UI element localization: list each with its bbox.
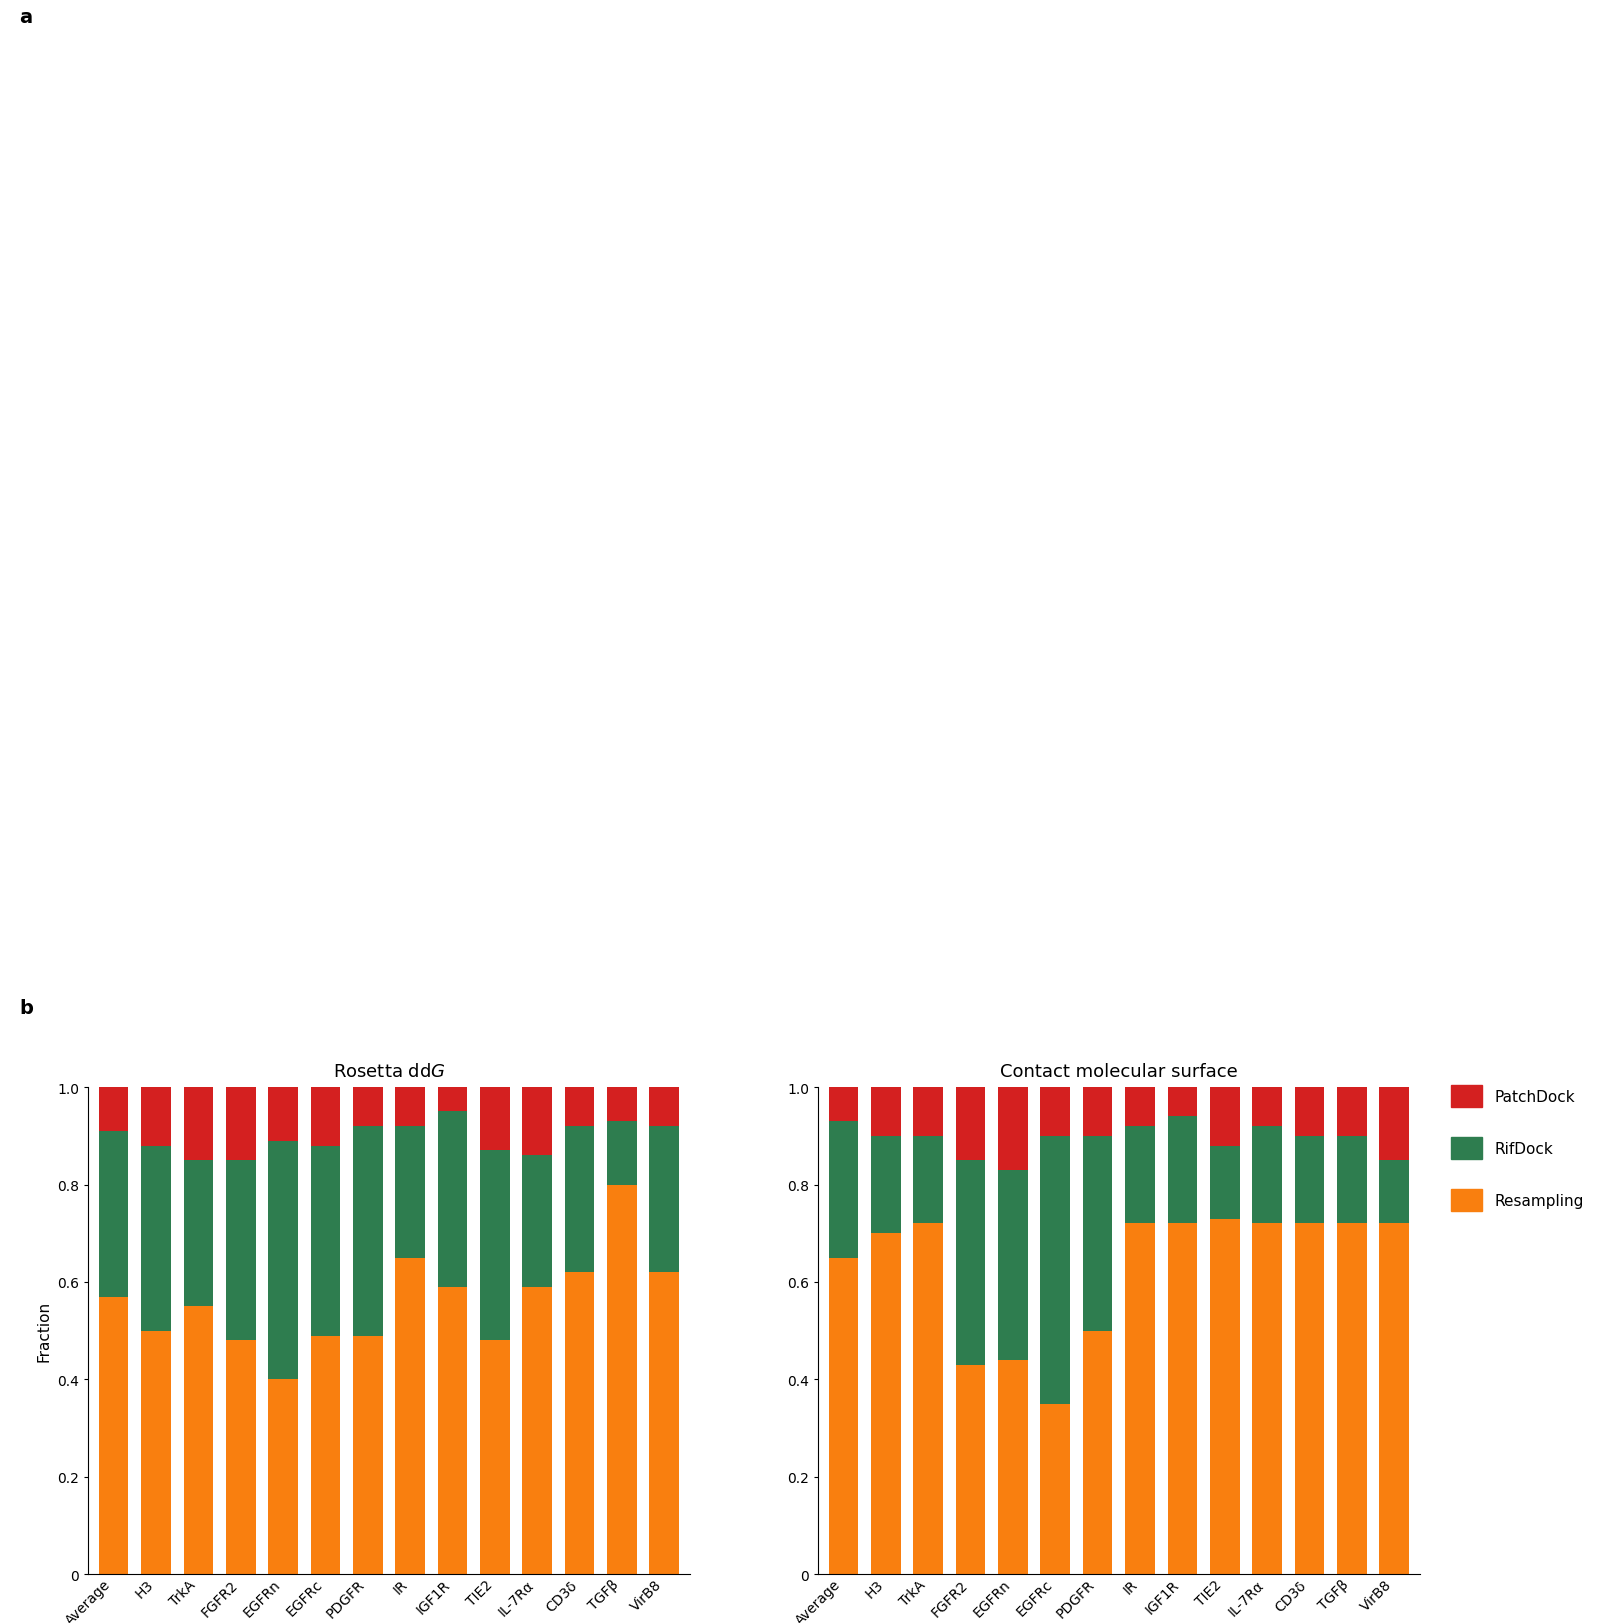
Bar: [998, 1170, 1028, 1360]
Bar: [829, 1258, 858, 1574]
Bar: [1083, 1087, 1113, 1136]
Bar: [1209, 1146, 1240, 1219]
Bar: [608, 1087, 637, 1121]
Bar: [141, 1087, 170, 1146]
Bar: [650, 1126, 678, 1272]
Bar: [353, 1087, 383, 1126]
Bar: [523, 1156, 552, 1287]
Bar: [829, 1087, 858, 1121]
Bar: [1253, 1087, 1282, 1126]
Bar: [565, 1272, 595, 1574]
Text: a: a: [19, 8, 32, 28]
Bar: [956, 1087, 985, 1160]
Bar: [1124, 1087, 1155, 1126]
Bar: [226, 1160, 255, 1341]
Bar: [1041, 1087, 1070, 1136]
Bar: [395, 1258, 425, 1574]
Bar: [956, 1160, 985, 1365]
Bar: [523, 1087, 552, 1156]
Bar: [1253, 1126, 1282, 1224]
Bar: [353, 1126, 383, 1336]
Bar: [438, 1087, 467, 1112]
Bar: [141, 1331, 170, 1574]
Bar: [183, 1160, 213, 1307]
Bar: [99, 1131, 128, 1297]
Bar: [1041, 1404, 1070, 1574]
Bar: [913, 1087, 943, 1136]
Bar: [226, 1087, 255, 1160]
Bar: [1209, 1219, 1240, 1574]
Bar: [311, 1336, 340, 1574]
Bar: [829, 1121, 858, 1258]
Bar: [871, 1136, 900, 1233]
Bar: [1338, 1136, 1367, 1224]
Bar: [226, 1341, 255, 1574]
Bar: [1083, 1136, 1113, 1331]
Bar: [480, 1341, 510, 1574]
Bar: [99, 1087, 128, 1131]
Title: Contact molecular surface: Contact molecular surface: [999, 1063, 1238, 1081]
Text: b: b: [19, 998, 34, 1018]
Bar: [1338, 1087, 1367, 1136]
Bar: [1168, 1117, 1197, 1224]
Bar: [871, 1087, 900, 1136]
Bar: [998, 1087, 1028, 1170]
Y-axis label: Fraction: Fraction: [37, 1300, 51, 1362]
Bar: [311, 1146, 340, 1336]
Bar: [565, 1087, 595, 1126]
Bar: [268, 1087, 298, 1141]
Bar: [141, 1146, 170, 1331]
Bar: [1294, 1087, 1325, 1136]
Bar: [1379, 1160, 1408, 1224]
Bar: [650, 1087, 678, 1126]
Bar: [183, 1307, 213, 1574]
Bar: [438, 1287, 467, 1574]
Bar: [565, 1126, 595, 1272]
Bar: [1379, 1087, 1408, 1160]
Bar: [183, 1087, 213, 1160]
Bar: [956, 1365, 985, 1574]
Bar: [480, 1087, 510, 1151]
Bar: [1083, 1331, 1113, 1574]
Bar: [608, 1185, 637, 1574]
Bar: [395, 1087, 425, 1126]
Bar: [913, 1224, 943, 1574]
Bar: [268, 1380, 298, 1574]
Bar: [871, 1233, 900, 1574]
Bar: [608, 1121, 637, 1185]
Bar: [913, 1136, 943, 1224]
Bar: [1379, 1224, 1408, 1574]
Bar: [480, 1151, 510, 1341]
Bar: [650, 1272, 678, 1574]
Bar: [99, 1297, 128, 1574]
Bar: [1294, 1224, 1325, 1574]
Bar: [311, 1087, 340, 1146]
Bar: [1168, 1224, 1197, 1574]
Bar: [1209, 1087, 1240, 1146]
Bar: [395, 1126, 425, 1258]
Bar: [268, 1141, 298, 1380]
Bar: [1041, 1136, 1070, 1404]
Bar: [1294, 1136, 1325, 1224]
Legend: PatchDock, RifDock, Resampling: PatchDock, RifDock, Resampling: [1452, 1086, 1583, 1211]
Bar: [353, 1336, 383, 1574]
Bar: [1124, 1126, 1155, 1224]
Bar: [1253, 1224, 1282, 1574]
Bar: [523, 1287, 552, 1574]
Bar: [1338, 1224, 1367, 1574]
Bar: [438, 1112, 467, 1287]
Bar: [1168, 1087, 1197, 1117]
Bar: [1124, 1224, 1155, 1574]
Title: Rosetta dd$G$: Rosetta dd$G$: [332, 1063, 446, 1081]
Bar: [998, 1360, 1028, 1574]
